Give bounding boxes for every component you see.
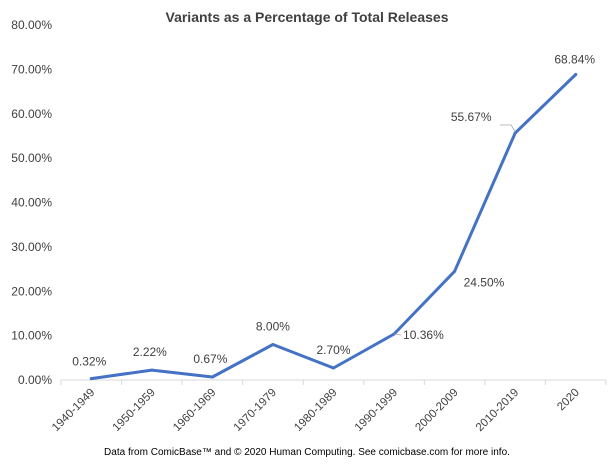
data-point bbox=[453, 269, 457, 273]
data-label-leader bbox=[500, 124, 516, 133]
data-point bbox=[513, 131, 517, 135]
data-point bbox=[271, 343, 275, 346]
data-labels: 0.32% 2.22% 0.67% 8.00% 2.70% 10.36% 24.50% 55.… bbox=[72, 53, 595, 369]
x-tick-label: 1940-1949 bbox=[50, 387, 97, 434]
data-point bbox=[89, 377, 93, 381]
y-tick-label: 60.00% bbox=[11, 107, 52, 121]
series-group bbox=[89, 73, 578, 381]
y-tick-label: 10.00% bbox=[11, 329, 52, 343]
y-tick-label: 30.00% bbox=[11, 240, 52, 254]
y-axis-ticks: 0.00% 10.00% 20.00% 30.00% 40.00% 50.00% 60.00… bbox=[11, 18, 52, 387]
x-tick-label: 1950-1959 bbox=[111, 387, 158, 434]
data-label: 24.50% bbox=[464, 275, 505, 289]
x-axis-ticks: 1940-1949 1950-1959 1960-1969 1970-1979 1980… bbox=[50, 380, 607, 434]
y-tick-label: 80.00% bbox=[11, 18, 52, 32]
data-label: 2.22% bbox=[133, 345, 167, 359]
x-tick-label: 2000-2009 bbox=[413, 387, 460, 434]
data-label-leader bbox=[393, 333, 402, 336]
data-label: 8.00% bbox=[256, 320, 290, 334]
data-label: 2.70% bbox=[316, 343, 350, 357]
x-tick-label: 1980-1989 bbox=[292, 387, 339, 434]
x-tick-label: 1990-1999 bbox=[353, 387, 400, 434]
data-point bbox=[332, 366, 335, 370]
data-point bbox=[150, 368, 154, 372]
data-label: 0.32% bbox=[72, 355, 106, 369]
data-point bbox=[210, 375, 214, 379]
x-tick-label: 1960-1969 bbox=[171, 387, 218, 434]
y-tick-label: 20.00% bbox=[11, 284, 52, 298]
x-tick-label: 2020 bbox=[555, 387, 582, 414]
data-label: 68.84% bbox=[554, 53, 595, 67]
chart-title: Variants as a Percentage of Total Releas… bbox=[166, 9, 449, 25]
data-point bbox=[574, 73, 578, 77]
y-tick-label: 0.00% bbox=[18, 373, 52, 387]
data-label: 0.67% bbox=[193, 352, 227, 366]
y-tick-label: 50.00% bbox=[11, 151, 52, 165]
data-label: 10.36% bbox=[403, 328, 444, 342]
data-label: 55.67% bbox=[451, 110, 492, 124]
x-tick-label: 2010-2019 bbox=[474, 387, 521, 434]
y-tick-label: 70.00% bbox=[11, 62, 52, 76]
source-footnote: Data from ComicBase™ and © 2020 Human Co… bbox=[104, 447, 510, 458]
x-tick-label: 1970-1979 bbox=[232, 387, 279, 434]
y-tick-label: 40.00% bbox=[11, 196, 52, 210]
series-line bbox=[89, 73, 578, 381]
